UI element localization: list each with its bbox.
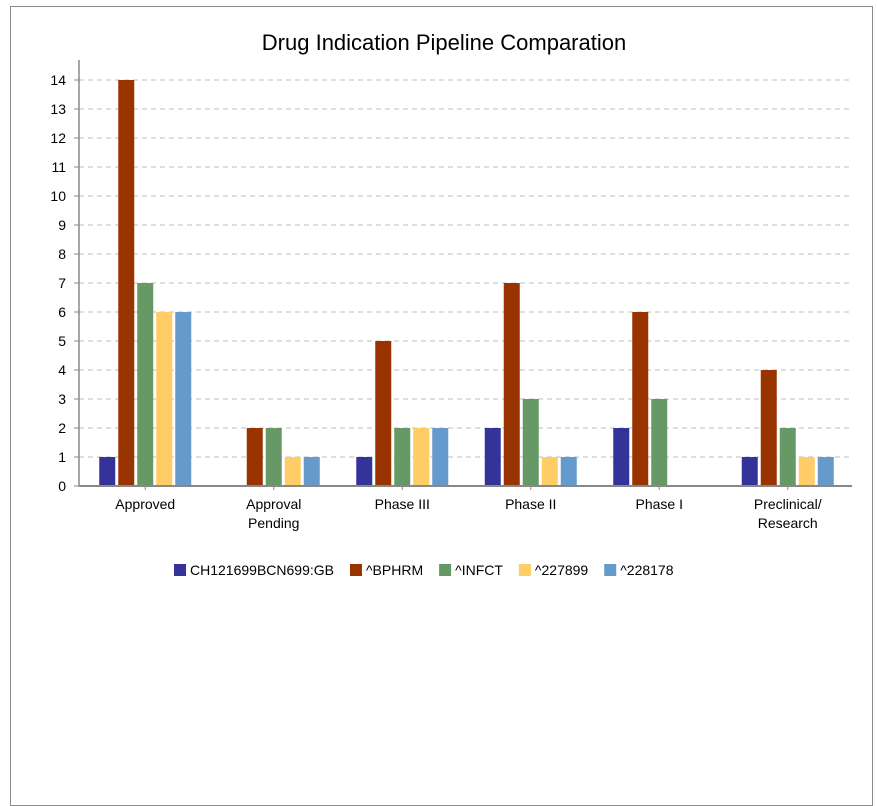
bars (99, 80, 834, 486)
y-tick-label: 4 (58, 362, 66, 378)
bar (356, 457, 373, 486)
bar (175, 312, 192, 486)
x-tick-label: Phase III (375, 496, 430, 512)
legend-swatch (604, 564, 617, 576)
legend-label: CH121699BCN699:GB (190, 562, 334, 578)
x-tick-label: Phase II (505, 496, 556, 512)
legend-label: ^228178 (620, 562, 674, 578)
bar (560, 457, 577, 486)
gridlines (79, 79, 852, 458)
bar (432, 428, 449, 486)
bar (375, 341, 392, 486)
bar (651, 399, 668, 486)
x-tick-label: Phase I (636, 496, 683, 512)
legend-label: ^227899 (535, 562, 589, 578)
y-tick-label: 12 (50, 130, 66, 146)
x-tick-label-line: Phase I (636, 496, 683, 512)
bar (246, 428, 263, 486)
bar (484, 428, 501, 486)
bar (413, 428, 430, 486)
bar (156, 312, 173, 486)
y-tick-label: 1 (58, 449, 66, 465)
bar (99, 457, 116, 486)
y-tick-label: 6 (58, 304, 66, 320)
x-tick-label-line: Approved (115, 496, 175, 512)
legend-label: ^INFCT (455, 562, 503, 578)
bar (798, 457, 815, 486)
legend: CH121699BCN699:GB ^BPHRM ^INFCT ^227899 ^228… (174, 562, 674, 578)
x-tick-label-line: Phase III (375, 496, 430, 512)
bar (284, 457, 301, 486)
chart-frame (10, 6, 873, 806)
x-tick-label: Preclinical/Research (754, 496, 822, 531)
bar (632, 312, 649, 486)
x-tick-label-line: Pending (248, 515, 299, 531)
y-tick-label: 10 (50, 188, 66, 204)
y-tick-label: 8 (58, 246, 66, 262)
bar (303, 457, 320, 486)
chart-title: Drug Indication Pipeline Comparation (262, 30, 626, 55)
bar (760, 370, 777, 486)
bar (522, 399, 539, 486)
bar-chart: Drug Indication Pipeline Comparation 012… (50, 30, 852, 578)
bar (541, 457, 558, 486)
bar (265, 428, 282, 486)
x-tick-label-line: Phase II (505, 496, 556, 512)
axes (78, 60, 852, 487)
x-tick-label-line: Preclinical/ (754, 496, 822, 512)
y-tick-label: 3 (58, 391, 66, 407)
x-tick-label: Approval Pending (246, 496, 301, 531)
y-tick-label: 5 (58, 333, 66, 349)
y-tick-label: 14 (50, 72, 66, 88)
bar (118, 80, 135, 486)
bar (137, 283, 154, 486)
legend-swatch (349, 564, 362, 576)
bar (779, 428, 796, 486)
y-tick-label: 11 (51, 159, 66, 175)
bar (817, 457, 834, 486)
y-tick-label: 0 (58, 478, 66, 494)
bar (394, 428, 411, 486)
y-tick-label: 7 (58, 275, 66, 291)
x-tick-label-line: Research (758, 515, 818, 531)
x-tick-label-line: Approval (246, 496, 301, 512)
y-tick-label: 13 (50, 101, 66, 117)
legend-swatch (439, 564, 452, 576)
legend-swatch (174, 564, 186, 576)
x-axis-ticks: Approved Approval Pending Phase III Phase II… (115, 486, 822, 531)
y-tick-label: 2 (58, 420, 66, 436)
bar (503, 283, 520, 486)
bar (613, 428, 630, 486)
y-tick-label: 9 (58, 217, 66, 233)
x-tick-label: Approved (115, 496, 175, 512)
legend-label: ^BPHRM (366, 562, 423, 578)
legend-swatch (518, 564, 531, 576)
bar (741, 457, 758, 486)
